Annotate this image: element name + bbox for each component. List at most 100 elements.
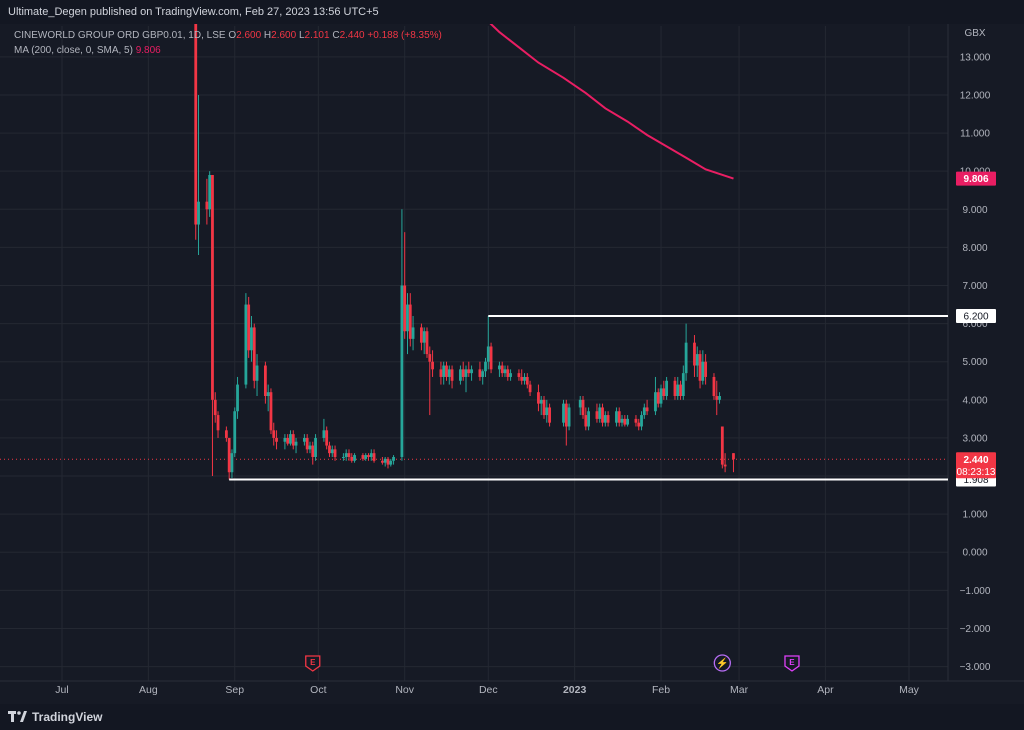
candle-body[interactable] [615, 411, 618, 423]
candle-body[interactable] [230, 453, 234, 473]
candle-body[interactable] [311, 445, 315, 457]
candle-body[interactable] [523, 376, 526, 381]
candle-body[interactable] [673, 380, 677, 397]
candle-body[interactable] [542, 399, 546, 416]
dividend-split-icon[interactable] [713, 654, 731, 672]
candle-body[interactable] [263, 365, 267, 397]
candle-body[interactable] [595, 411, 599, 419]
candle-body[interactable] [445, 365, 448, 377]
candle-body[interactable] [545, 407, 549, 416]
candle-body[interactable] [484, 361, 487, 372]
candle-body[interactable] [289, 434, 292, 444]
earnings-icon[interactable] [305, 655, 321, 672]
candle-body[interactable] [562, 403, 565, 423]
candle-body[interactable] [369, 453, 373, 457]
candle-body[interactable] [406, 304, 409, 332]
candle-body[interactable] [305, 437, 309, 450]
candle-body[interactable] [233, 411, 237, 454]
candle-body[interactable] [539, 399, 543, 404]
candle-body[interactable] [500, 365, 504, 374]
candle-body[interactable] [718, 396, 721, 400]
candle-body[interactable] [353, 455, 356, 461]
candle-body[interactable] [205, 201, 209, 210]
candle-body[interactable] [244, 304, 248, 385]
candle-body[interactable] [701, 361, 705, 381]
candle-body[interactable] [333, 449, 337, 457]
candle-body[interactable] [654, 392, 657, 412]
candle-body[interactable] [227, 437, 231, 473]
candle-body[interactable] [322, 430, 326, 438]
candle-body[interactable] [509, 373, 512, 377]
candle-body[interactable] [269, 392, 273, 431]
candle-body[interactable] [640, 415, 643, 427]
candle-body[interactable] [656, 392, 660, 404]
candle-body[interactable] [481, 371, 485, 377]
candle-body[interactable] [275, 437, 278, 442]
candle-body[interactable] [392, 456, 395, 461]
candle-body[interactable] [601, 407, 604, 423]
candle-body[interactable] [548, 407, 551, 423]
candle-body[interactable] [623, 418, 627, 425]
candle-body[interactable] [517, 373, 521, 377]
candle-body[interactable] [247, 304, 251, 351]
candle-body[interactable] [344, 453, 348, 457]
candle-body[interactable] [537, 392, 540, 404]
candle-body[interactable] [662, 388, 666, 397]
candle-body[interactable] [506, 369, 510, 377]
candle-body[interactable] [372, 453, 376, 461]
candle-body[interactable] [567, 407, 571, 427]
candle-body[interactable] [213, 399, 217, 416]
candle-body[interactable] [422, 331, 426, 343]
candle-body[interactable] [464, 369, 468, 377]
candle-body[interactable] [634, 418, 638, 423]
candle-body[interactable] [236, 384, 239, 412]
candle-body[interactable] [272, 430, 276, 438]
candle-body[interactable] [361, 455, 365, 459]
candle-body[interactable] [503, 369, 507, 374]
candle-body[interactable] [470, 369, 473, 374]
candle-body[interactable] [598, 407, 602, 419]
candle-body[interactable] [250, 327, 253, 351]
candle-body[interactable] [450, 369, 454, 381]
candle-body[interactable] [389, 460, 393, 465]
candle-body[interactable] [704, 361, 708, 377]
candle-body[interactable] [665, 380, 669, 397]
candle-body[interactable] [442, 365, 446, 377]
candle-body[interactable] [286, 437, 290, 444]
candle-body[interactable] [325, 430, 329, 446]
candle-body[interactable] [216, 415, 220, 431]
candle-body[interactable] [578, 399, 582, 408]
candle-body[interactable] [386, 458, 390, 465]
candle-body[interactable] [684, 342, 688, 374]
candle-body[interactable] [328, 445, 331, 454]
candle-body[interactable] [224, 430, 228, 438]
candle-body[interactable] [698, 354, 702, 381]
candle-body[interactable] [431, 361, 434, 370]
candle-body[interactable] [342, 456, 345, 458]
candle-body[interactable] [723, 464, 727, 467]
candle-body[interactable] [403, 285, 407, 332]
candle-body[interactable] [620, 418, 624, 423]
candle-body[interactable] [420, 327, 423, 343]
candle-body[interactable] [194, 14, 198, 225]
candle-body[interactable] [347, 453, 351, 457]
candle-body[interactable] [294, 441, 298, 446]
candle-body[interactable] [461, 369, 465, 377]
candle-body[interactable] [314, 437, 317, 457]
candle-body[interactable] [498, 365, 501, 370]
candle-body[interactable] [679, 384, 682, 397]
price-chart[interactable]: 13.00012.00011.00010.0009.0008.0007.0006… [0, 14, 1024, 704]
candle-body[interactable] [291, 434, 295, 446]
candle-body[interactable] [642, 407, 646, 416]
candle-body[interactable] [211, 174, 214, 400]
candle-body[interactable] [525, 376, 529, 385]
candle-body[interactable] [252, 327, 256, 381]
candle-body[interactable] [439, 369, 443, 377]
candle-body[interactable] [447, 369, 451, 377]
candle-body[interactable] [617, 411, 621, 423]
candle-body[interactable] [383, 458, 387, 463]
candle-body[interactable] [637, 422, 641, 427]
candle-body[interactable] [381, 460, 384, 463]
candle-body[interactable] [266, 392, 270, 397]
ma-legend[interactable]: MA (200, close, 0, SMA, 5) 9.806 [14, 45, 161, 56]
